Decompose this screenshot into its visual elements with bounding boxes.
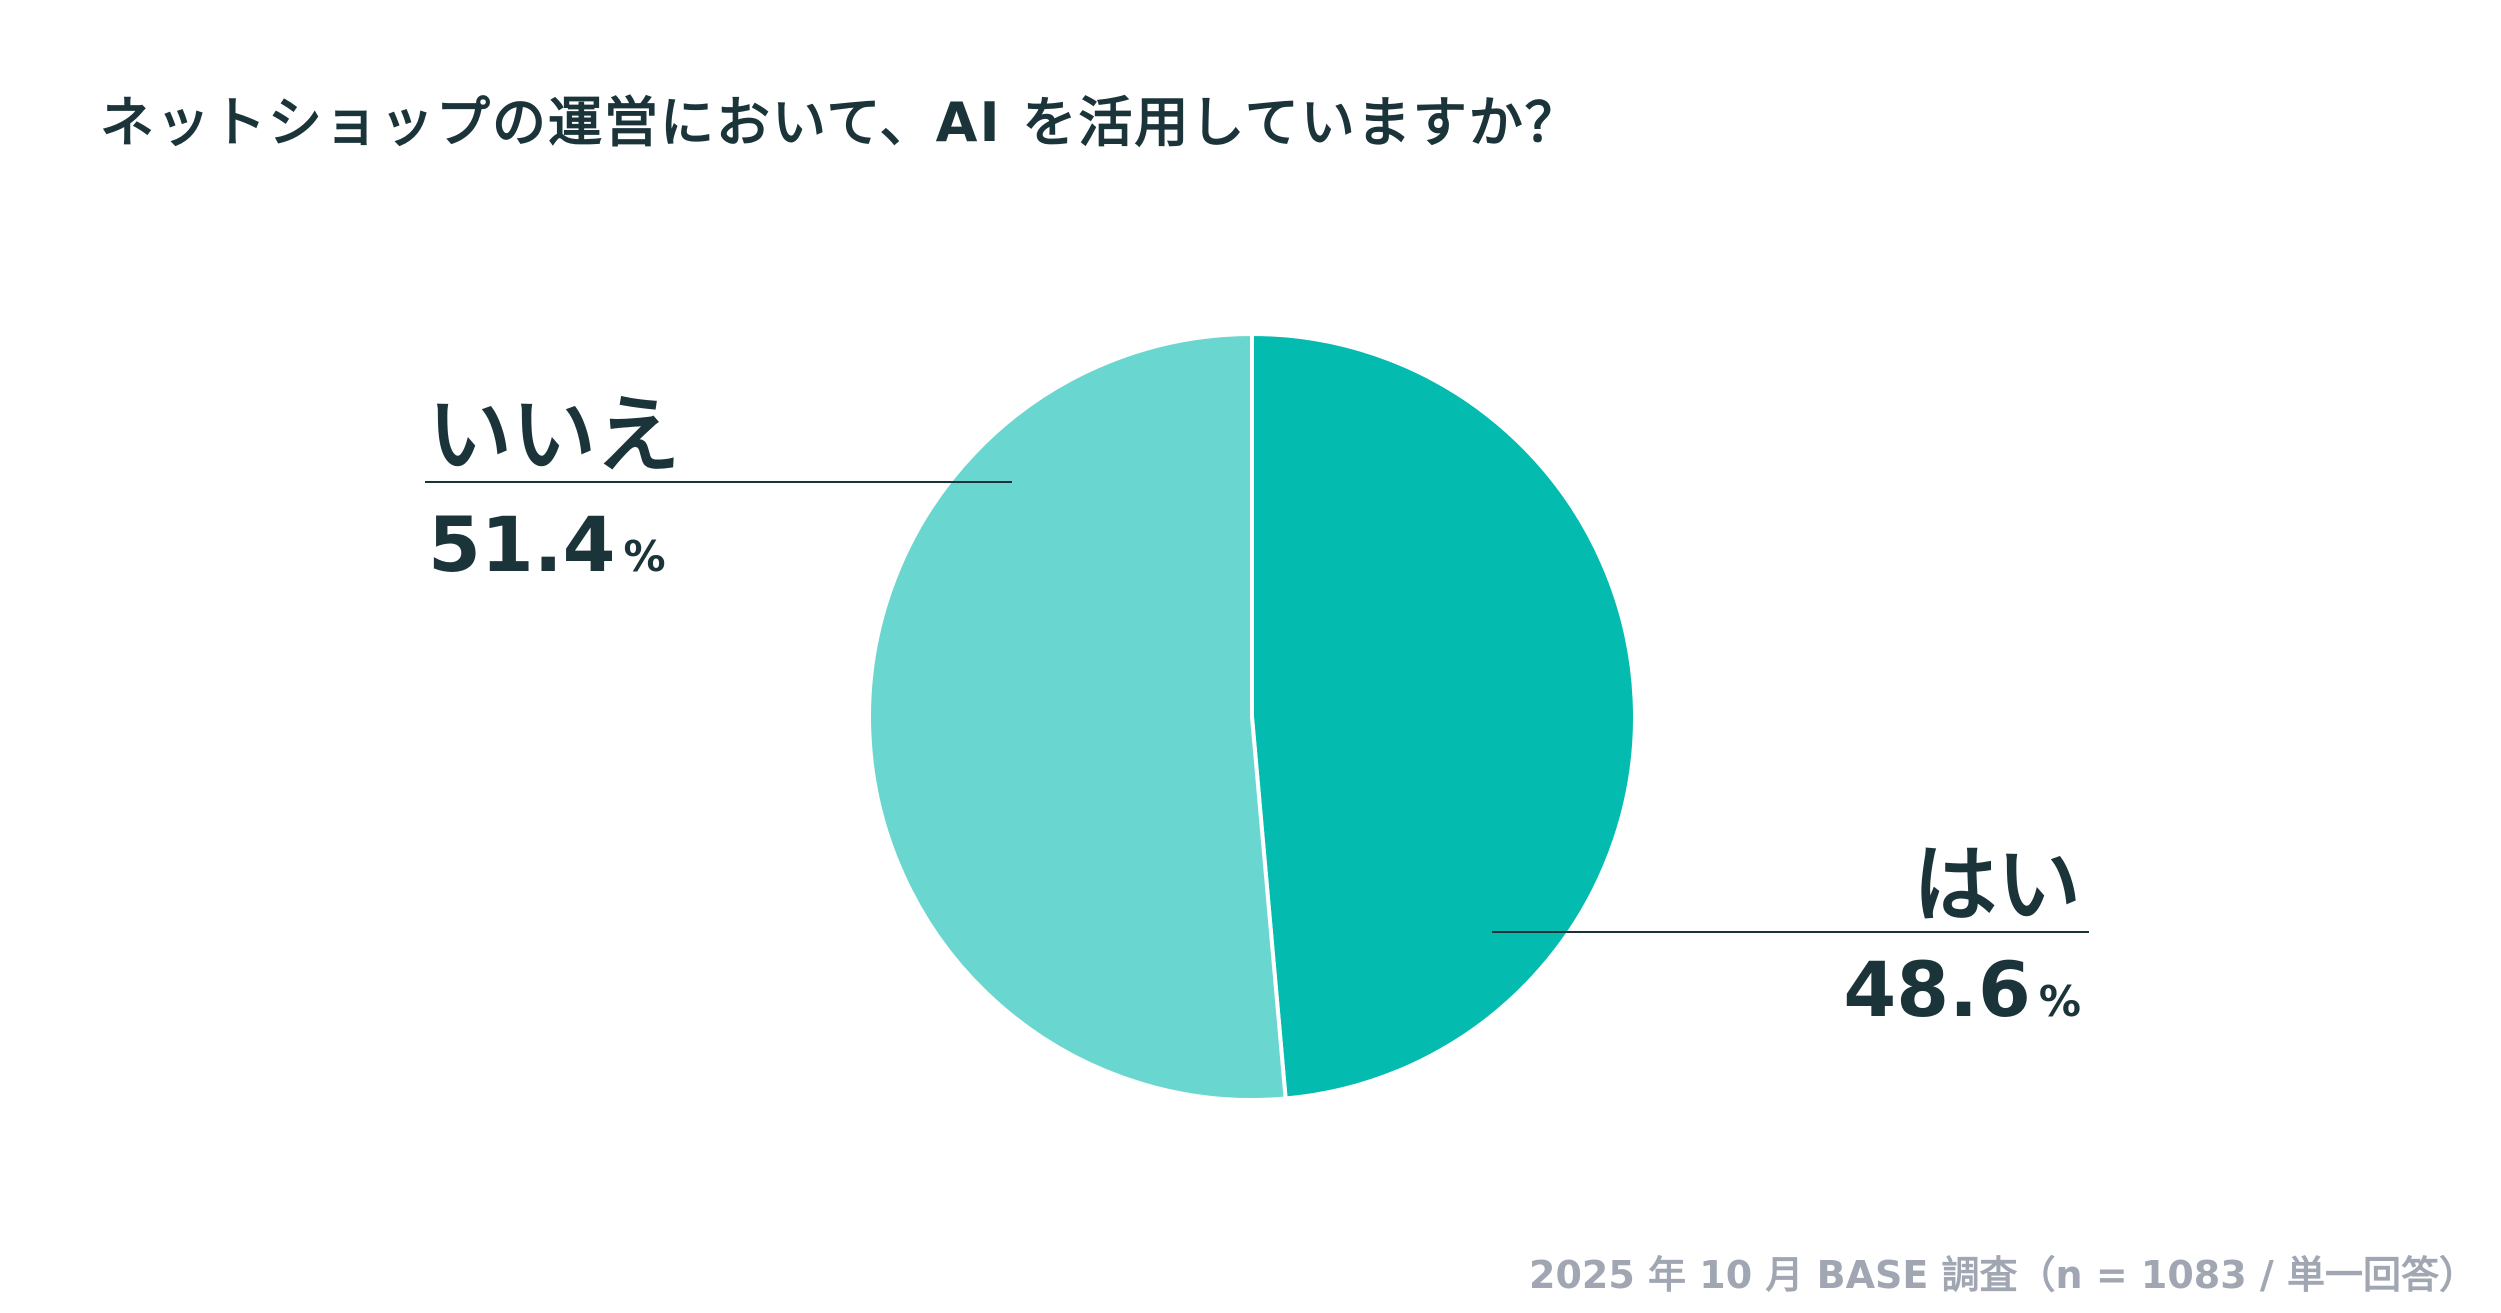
leader-line-iie <box>425 481 1012 483</box>
label-iie: いいえ <box>428 386 681 484</box>
value-hai-number: 48.6 <box>1843 945 2031 1034</box>
source-note: 2025 年 10 月 BASE 調査（n = 1083 / 単一回答） <box>1529 1253 2477 1297</box>
leader-line-hai <box>1492 931 2089 933</box>
label-hai: はい <box>1912 836 2081 934</box>
value-iie-unit: % <box>623 532 666 581</box>
chart-title: ネットショップの運営において、AI を活用していますか？ <box>100 91 1581 154</box>
value-hai-unit: % <box>2038 977 2081 1026</box>
pie-slice-0 <box>1250 332 1638 1101</box>
value-iie-number: 51.4 <box>428 500 616 589</box>
value-hai: 48.6% <box>1843 945 2081 1034</box>
value-iie: 51.4% <box>428 500 666 589</box>
pie-slice-1 <box>867 332 1288 1102</box>
